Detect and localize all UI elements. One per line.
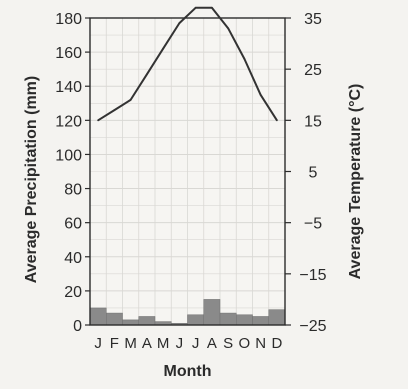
left-tick-label: 140: [55, 79, 82, 96]
month-label: J: [94, 335, 102, 352]
left-tick-label: 0: [73, 318, 82, 335]
right-axis-title: Average Temperature (°C): [347, 84, 364, 280]
left-axis-title: Average Precipitation (mm): [23, 76, 40, 283]
precipitation-bar: [268, 309, 286, 326]
precipitation-bar: [89, 307, 107, 326]
right-tick-label: 15: [304, 113, 322, 130]
temperature-point: [210, 6, 213, 9]
temperature-point: [162, 47, 165, 50]
month-label: A: [207, 335, 217, 352]
month-label: F: [110, 335, 119, 352]
precipitation-bar: [236, 314, 253, 326]
precipitation-bar: [122, 319, 139, 326]
temperature-point: [194, 6, 197, 9]
precipitation-bar: [252, 316, 269, 326]
month-label: D: [271, 335, 282, 352]
left-tick-label: 120: [55, 113, 82, 130]
month-label: O: [239, 335, 251, 352]
precipitation-bar: [187, 314, 204, 326]
month-label: J: [192, 335, 200, 352]
temperature-point: [178, 22, 181, 25]
x-axis-title: Month: [164, 363, 212, 380]
precipitation-bar: [219, 312, 237, 326]
month-label: N: [255, 335, 266, 352]
right-tick-label: 5: [309, 165, 318, 182]
left-tick-label: 160: [55, 45, 82, 62]
left-tick-label: 20: [64, 284, 82, 301]
right-tick-label: 25: [304, 62, 322, 79]
right-tick-label: −25: [299, 318, 326, 335]
month-label: M: [157, 335, 170, 352]
temperature-point: [259, 93, 262, 96]
left-tick-label: 180: [55, 11, 82, 28]
temperature-point: [145, 73, 148, 76]
month-label: J: [176, 335, 184, 352]
temperature-point: [227, 27, 230, 30]
temperature-point: [243, 58, 246, 60]
left-tick-label: 60: [64, 216, 82, 233]
right-tick-label: −5: [304, 216, 322, 233]
precipitation-bar: [106, 312, 123, 326]
temperature-point: [129, 98, 132, 101]
left-tick-label: 40: [64, 250, 82, 267]
temperature-point: [97, 119, 100, 122]
left-tick-label: 100: [55, 147, 82, 164]
temperature-point: [275, 119, 278, 122]
precipitation-bar: [138, 316, 156, 326]
precipitation-bar: [203, 299, 221, 326]
temperature-point: [113, 109, 116, 111]
temperature-line: [97, 6, 278, 122]
month-label: S: [223, 335, 233, 352]
month-label: A: [142, 335, 152, 352]
right-tick-label: 35: [304, 11, 322, 28]
month-label: M: [124, 335, 137, 352]
left-tick-label: 80: [64, 182, 82, 199]
right-tick-label: −15: [299, 267, 326, 284]
